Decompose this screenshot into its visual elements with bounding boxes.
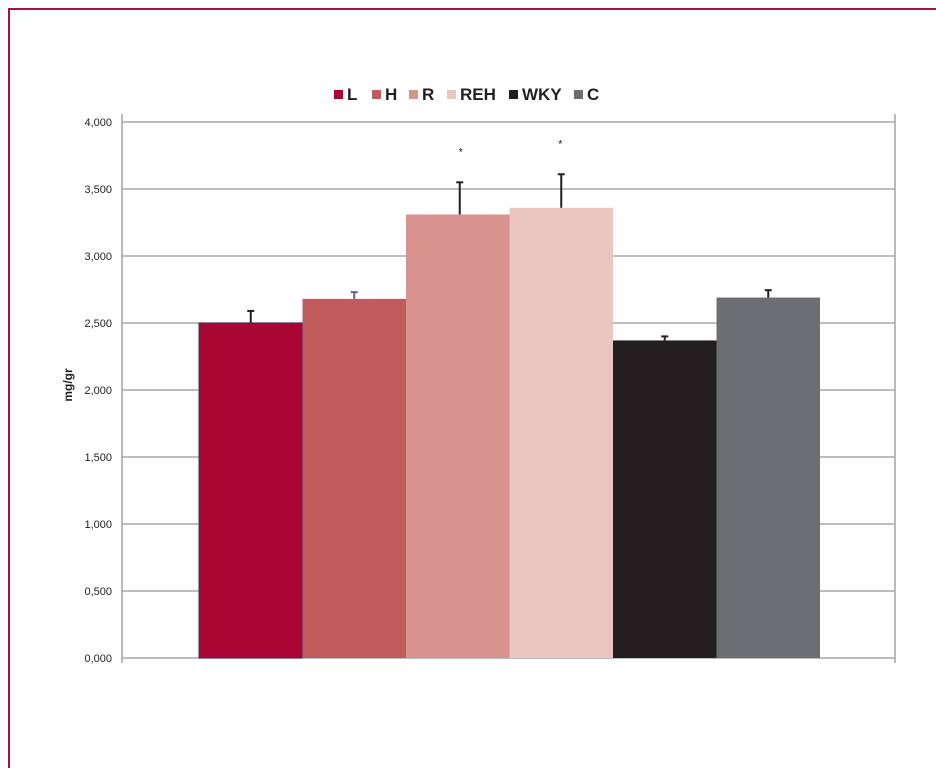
y-tick-label: 3,500 (84, 184, 112, 196)
y-tick-label: 1,000 (84, 519, 112, 531)
y-tick-label: 3,000 (84, 251, 112, 263)
legend-swatch-r (409, 90, 418, 99)
bar-l (198, 322, 303, 659)
y-tick-label: 4,000 (84, 117, 112, 129)
chart-frame (8, 8, 936, 768)
bar-r (406, 214, 510, 658)
y-tick-label: 0,000 (84, 653, 112, 665)
y-tick-label: 2,000 (84, 385, 112, 397)
legend-swatch-c (574, 90, 583, 99)
legend-label-c: C (587, 85, 599, 104)
significance-marker: * (558, 138, 563, 150)
legend-label-r: R (422, 85, 434, 104)
y-tick-label: 1,500 (84, 452, 112, 464)
legend-label-wky: WKY (522, 85, 562, 104)
legend-swatch-wky (509, 90, 518, 99)
significance-marker: * (459, 146, 464, 158)
y-axis-title: mg/gr (61, 368, 75, 402)
legend-swatch-l (334, 90, 343, 99)
y-tick-label: 2,500 (84, 318, 112, 330)
bar-h (302, 298, 406, 658)
bar-wky (613, 340, 717, 658)
legend: L H R REH WKY C (334, 85, 599, 104)
legend-swatch-reh (447, 90, 456, 99)
legend-label-l: L (347, 85, 357, 104)
bars: ** (198, 138, 820, 659)
bar-reh (509, 207, 613, 658)
axes: 0,000 0,500 1,000 1,500 2,000 2,500 3,000 3,500… (84, 114, 896, 665)
legend-label-reh: REH (460, 85, 496, 104)
bar-c (716, 297, 820, 658)
legend-swatch-h (372, 90, 381, 99)
legend-label-h: H (385, 85, 397, 104)
y-tick-label: 0,500 (84, 586, 112, 598)
